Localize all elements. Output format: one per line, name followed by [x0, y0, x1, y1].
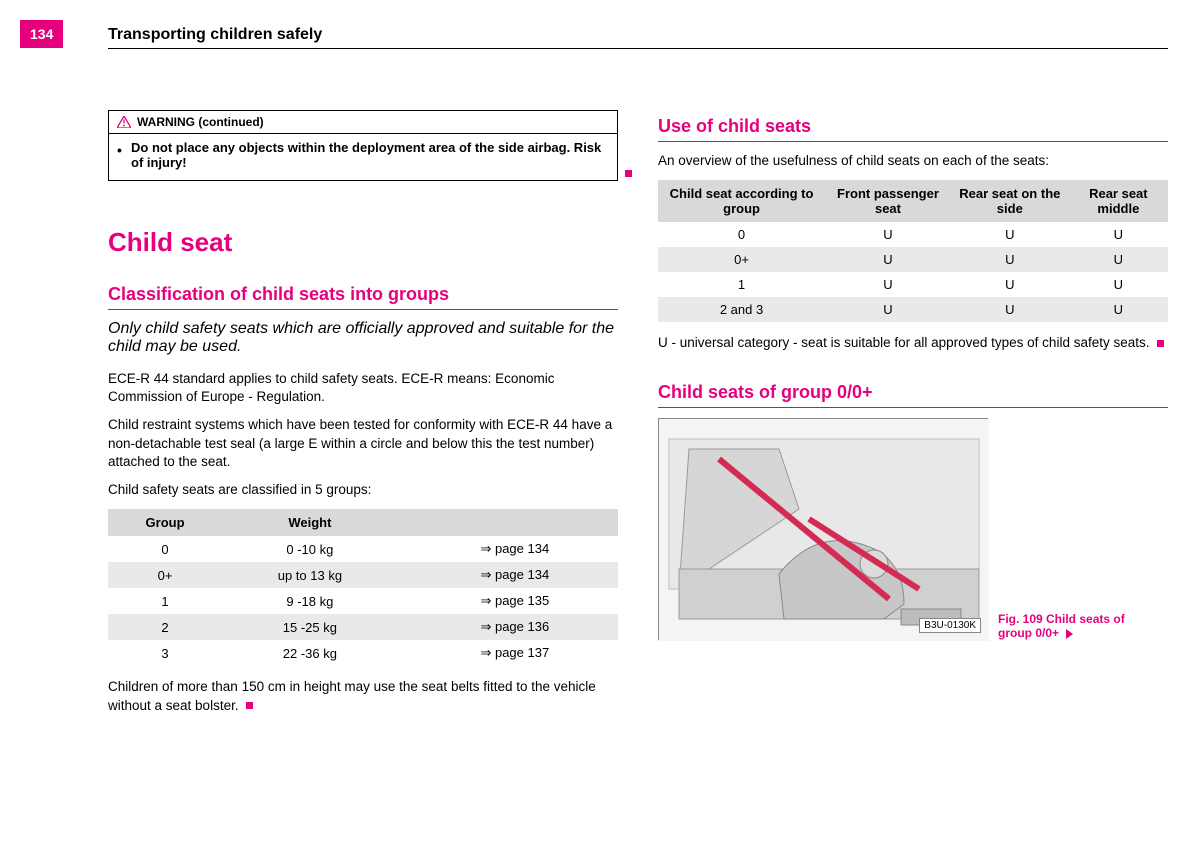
paragraph: An overview of the usefulness of child s… — [658, 152, 1168, 170]
heading-1: Child seat — [108, 227, 618, 258]
page-reference[interactable]: ⇒ page 136 — [398, 614, 618, 640]
figure-code-label: B3U-0130K — [919, 618, 981, 633]
paragraph: ECE-R 44 standard applies to child safet… — [108, 370, 618, 406]
table-row: 1 9 -18 kg ⇒ page 135 — [108, 588, 618, 614]
table-header: Group — [108, 509, 222, 536]
continue-arrow-icon — [1066, 629, 1073, 639]
table-row: 0+ up to 13 kg ⇒ page 134 — [108, 562, 618, 588]
paragraph: U - universal category - seat is suitabl… — [658, 334, 1168, 352]
table-header — [398, 509, 618, 536]
table-cell: 0+ — [658, 247, 825, 272]
table-cell: U — [951, 297, 1069, 322]
warning-body: • Do not place any objects within the de… — [109, 134, 617, 180]
table-cell: up to 13 kg — [222, 562, 398, 588]
seat-suitability-table: Child seat according to group Front pass… — [658, 180, 1168, 322]
table-row: 2 15 -25 kg ⇒ page 136 — [108, 614, 618, 640]
child-seat-illustration-icon — [659, 419, 989, 641]
page-reference[interactable]: ⇒ page 137 — [398, 640, 618, 666]
figure-caption: Fig. 109 Child seats of group 0/0+ — [998, 612, 1158, 640]
table-cell: 15 -25 kg — [222, 614, 398, 640]
table-cell: 2 and 3 — [658, 297, 825, 322]
table-header: Rear seat on the side — [951, 180, 1069, 222]
paragraph-text: U - universal category - seat is suitabl… — [658, 335, 1149, 350]
table-cell: U — [825, 222, 951, 247]
table-cell: U — [1069, 222, 1168, 247]
table-cell: U — [951, 222, 1069, 247]
section-end-marker-icon — [1157, 340, 1164, 347]
table-cell: U — [951, 247, 1069, 272]
table-header: Child seat according to group — [658, 180, 825, 222]
warning-box: WARNING (continued) • Do not place any o… — [108, 110, 618, 181]
page-title: Transporting children safely — [108, 26, 322, 44]
table-row: 3 22 -36 kg ⇒ page 137 — [108, 640, 618, 666]
table-row: 0+ U U U — [658, 247, 1168, 272]
heading-2-group0: Child seats of group 0/0+ — [658, 382, 1168, 408]
page-reference[interactable]: ⇒ page 135 — [398, 588, 618, 614]
heading-2-use: Use of child seats — [658, 116, 1168, 142]
paragraph: Child restraint systems which have been … — [108, 416, 618, 471]
header-rule — [108, 48, 1168, 49]
table-row: 2 and 3 U U U — [658, 297, 1168, 322]
table-cell: U — [951, 272, 1069, 297]
section-end-marker-icon — [246, 702, 253, 709]
bullet-icon: • — [117, 142, 122, 158]
table-row: 0 U U U — [658, 222, 1168, 247]
table-cell: 9 -18 kg — [222, 588, 398, 614]
table-cell: 0 — [658, 222, 825, 247]
table-header: Front passenger seat — [825, 180, 951, 222]
figure-caption-text: Fig. 109 Child seats of group 0/0+ — [998, 612, 1125, 640]
table-cell: U — [825, 272, 951, 297]
table-cell: U — [825, 247, 951, 272]
table-cell: 3 — [108, 640, 222, 666]
table-cell: U — [825, 297, 951, 322]
warning-text: Do not place any objects within the depl… — [131, 140, 609, 170]
section-end-marker-icon — [625, 170, 632, 177]
table-cell: 22 -36 kg — [222, 640, 398, 666]
paragraph-text: Children of more than 150 cm in height m… — [108, 679, 596, 712]
content-columns: WARNING (continued) • Do not place any o… — [108, 110, 1168, 836]
table-header: Rear seat middle — [1069, 180, 1168, 222]
section-subtitle: Only child safety seats which are offici… — [108, 320, 618, 356]
right-column: Use of child seats An overview of the us… — [658, 110, 1168, 836]
heading-2-classification: Classification of child seats into group… — [108, 284, 618, 310]
table-cell: 0+ — [108, 562, 222, 588]
figure-wrap: B3U-0130K Fig. 109 Child seats of group … — [658, 418, 1168, 640]
table-cell: 1 — [108, 588, 222, 614]
warning-heading-text: WARNING (continued) — [137, 115, 264, 129]
table-row: 1 U U U — [658, 272, 1168, 297]
figure-illustration: B3U-0130K — [658, 418, 988, 640]
table-header: Weight — [222, 509, 398, 536]
page-number-badge: 134 — [20, 20, 63, 48]
table-cell: U — [1069, 297, 1168, 322]
paragraph: Children of more than 150 cm in height m… — [108, 678, 618, 714]
page-reference[interactable]: ⇒ page 134 — [398, 536, 618, 562]
table-cell: 2 — [108, 614, 222, 640]
table-cell: 0 — [108, 536, 222, 562]
left-column: WARNING (continued) • Do not place any o… — [108, 110, 618, 836]
table-cell: 0 -10 kg — [222, 536, 398, 562]
group-weight-table: Group Weight 0 0 -10 kg ⇒ page 134 0+ up… — [108, 509, 618, 666]
warning-heading: WARNING (continued) — [109, 111, 617, 134]
table-cell: U — [1069, 247, 1168, 272]
table-row: 0 0 -10 kg ⇒ page 134 — [108, 536, 618, 562]
page-reference[interactable]: ⇒ page 134 — [398, 562, 618, 588]
warning-triangle-icon — [117, 116, 131, 128]
paragraph: Child safety seats are classified in 5 g… — [108, 481, 618, 499]
table-cell: 1 — [658, 272, 825, 297]
table-cell: U — [1069, 272, 1168, 297]
